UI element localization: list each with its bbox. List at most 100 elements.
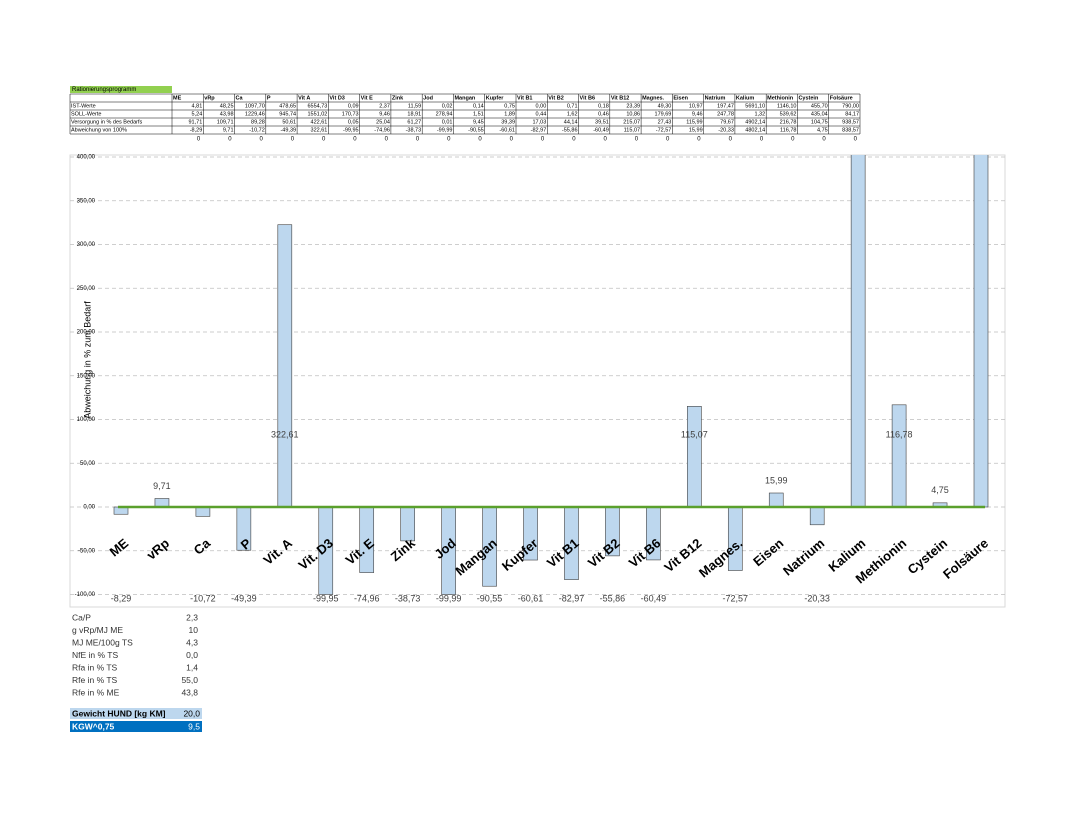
data-label: -90,55 [477, 593, 503, 603]
data-label: 322,61 [271, 429, 299, 439]
bar [768, 492, 784, 508]
table-cell: -38,73 [406, 127, 422, 133]
row-label: Abweichung von 100% [71, 127, 127, 133]
table-header: Vit A [298, 95, 310, 101]
zero-cell: 0 [854, 137, 858, 143]
table-cell: 39,39 [501, 119, 515, 125]
table-header: Vit B12 [611, 95, 630, 101]
table-cell: 197,47 [717, 103, 734, 109]
info-label: Rfa in % TS [72, 662, 118, 672]
table-cell: 89,28 [251, 119, 265, 125]
data-label: -60,61 [518, 593, 544, 603]
table-cell: 247,78 [717, 111, 734, 117]
table-cell: 422,61 [311, 119, 328, 125]
data-label: 9,71 [153, 481, 171, 491]
zero-cell: 0 [353, 137, 357, 143]
table-cell: 0,71 [567, 103, 578, 109]
bar [891, 404, 907, 508]
table-cell: 0,18 [598, 103, 609, 109]
weight-cell [70, 708, 202, 719]
table-cell: 5691,10 [745, 103, 765, 109]
table-header: Eisen [673, 95, 688, 101]
table-header: Ca [236, 95, 244, 101]
bar [973, 155, 989, 508]
info-label: g vRp/MJ ME [72, 625, 123, 635]
table-cell: 50,61 [282, 119, 296, 125]
data-label: -38,73 [395, 593, 421, 603]
table-cell: 79,67 [720, 119, 734, 125]
table-cell: 179,69 [655, 111, 672, 117]
table-cell: 115,07 [624, 127, 640, 133]
info-value: 4,3 [186, 637, 198, 647]
table-cell: 104,75 [811, 119, 828, 125]
table-cell: -8,29 [190, 127, 203, 133]
y-tick-label: 50,00 [80, 461, 96, 467]
table-cell: 49,30 [658, 103, 672, 109]
zero-cell: 0 [635, 137, 639, 143]
table-title: Rationierungsprogramm [72, 87, 136, 93]
table-header: Folsäure [830, 95, 853, 101]
y-tick-label: 0,00 [83, 505, 95, 511]
table-header: Vit B6 [580, 95, 596, 101]
table-header: Kupfer [486, 95, 505, 101]
table-cell: 44,14 [564, 119, 578, 125]
data-label: 15,99 [765, 475, 788, 485]
data-label: -99,95 [313, 593, 339, 603]
zero-cell: 0 [228, 137, 232, 143]
info-label: NfE in % TS [72, 650, 118, 660]
table-cell: 109,71 [217, 119, 234, 125]
bars [113, 155, 989, 595]
y-tick-label: 300,00 [77, 242, 96, 248]
table-cell: 9,46 [692, 111, 703, 117]
table-cell: 15,99 [689, 127, 703, 133]
bar [687, 406, 702, 508]
table-header: Vit B1 [517, 95, 533, 101]
table-cell: 84,17 [845, 111, 859, 117]
table-cell: 1,89 [504, 111, 515, 117]
table-cell: 27,43 [658, 119, 672, 125]
table-cell: -99,95 [343, 127, 359, 133]
data-label: 115,07 [681, 429, 708, 439]
info-value: 1,4 [186, 662, 198, 672]
table-cell: 18,91 [407, 111, 421, 117]
info-value: 0,0 [186, 650, 198, 660]
row-label: IST-Werte [71, 103, 96, 109]
table-cell: -82,97 [531, 127, 547, 133]
zero-cell: 0 [729, 137, 733, 143]
bar [277, 224, 293, 508]
table-cell: 1,32 [754, 111, 765, 117]
table-cell: 9,71 [223, 127, 234, 133]
table-header: ME [173, 95, 182, 101]
table-header: Vit D3 [329, 95, 345, 101]
table-cell: 39,51 [595, 119, 609, 125]
table-cell: 215,07 [623, 119, 640, 125]
y-tick-label: 200,00 [77, 330, 96, 336]
table-cell: 435,04 [811, 111, 828, 117]
table-cell: 0,75 [504, 103, 515, 109]
info-value: 10 [189, 625, 199, 635]
table-cell: 116,78 [780, 127, 796, 133]
table-header: Jod [423, 95, 433, 101]
y-axis-label: Abweichung in % zum Bedarf [82, 301, 92, 419]
zero-cell: 0 [603, 137, 607, 143]
zero-cell: 0 [822, 137, 826, 143]
table-cell: 2,37 [379, 103, 390, 109]
bar [850, 155, 866, 508]
zero-cell: 0 [541, 137, 545, 143]
data-label: -49,39 [231, 593, 257, 603]
table-cell: 9,46 [379, 111, 390, 117]
row-label: SOLL-Werte [71, 111, 101, 117]
table-header: Vit B2 [548, 95, 564, 101]
weight-value: 20,0 [183, 708, 200, 718]
table-cell: -60,61 [499, 127, 515, 133]
table-header: P [267, 95, 271, 101]
zero-cell: 0 [259, 137, 263, 143]
bar [154, 498, 170, 508]
kgw-label: KGW^0,75 [72, 721, 115, 731]
info-value: 55,0 [181, 675, 198, 685]
table-cell: -60,49 [593, 127, 609, 133]
table-header: vRp [204, 95, 215, 101]
table-cell: 1,62 [567, 111, 578, 117]
bar [809, 506, 825, 526]
info-label: Rfe in % ME [72, 687, 120, 697]
